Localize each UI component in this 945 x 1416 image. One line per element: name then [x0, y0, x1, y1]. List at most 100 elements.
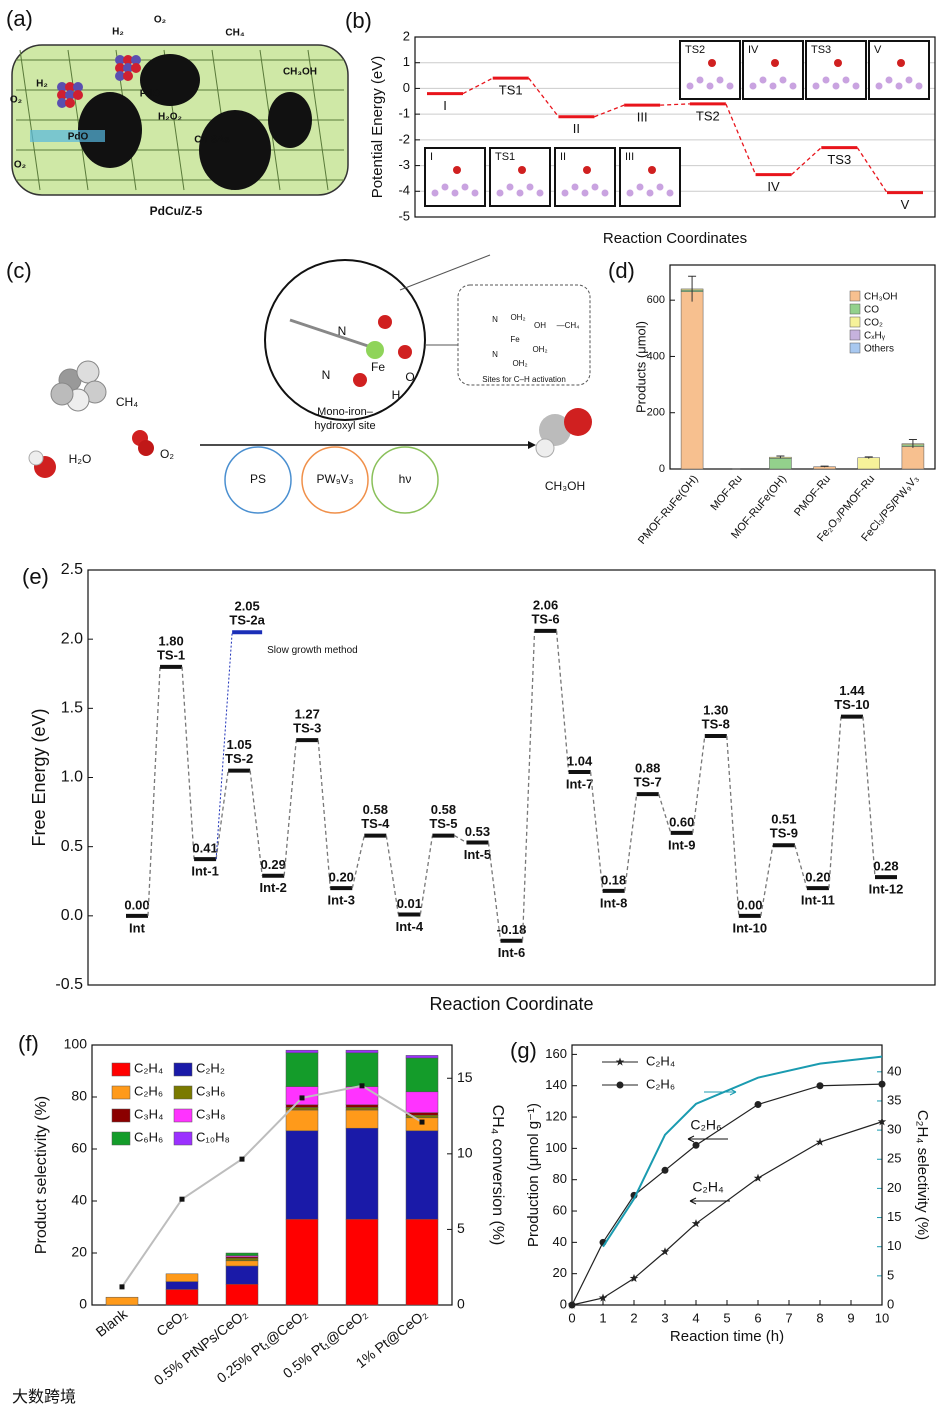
bar-segment — [901, 446, 925, 470]
inset-atom — [451, 189, 459, 197]
legend-label: CH₃OH — [864, 292, 898, 303]
legend-swatch — [173, 1085, 193, 1100]
inset-label: N — [492, 315, 498, 324]
inset-atom — [626, 189, 634, 197]
inset-box — [424, 147, 486, 207]
molecule-label: H₂O — [69, 452, 92, 466]
arrow-head — [528, 441, 536, 449]
value-label: 1.05 — [226, 737, 251, 752]
line-marker — [691, 1219, 701, 1228]
legend-swatch — [173, 1108, 193, 1123]
x-tick-label: Blank — [93, 1305, 131, 1340]
pdcu-cluster — [123, 63, 133, 73]
site-circle — [264, 259, 426, 421]
cycle-label: PW₉V₃ — [317, 472, 354, 486]
y-tick-label: 0 — [79, 1296, 87, 1312]
legend-swatch — [111, 1131, 131, 1146]
panel-label: (a) — [6, 6, 33, 31]
inset-atom — [895, 82, 903, 90]
y2-tick-label: 5 — [457, 1220, 465, 1236]
inset-label: OH₂ — [510, 313, 525, 322]
line-marker — [629, 1273, 639, 1282]
bar-segment — [285, 1130, 319, 1220]
line-marker — [615, 1057, 625, 1066]
bar-segment — [769, 458, 792, 470]
line-marker — [359, 1083, 365, 1089]
line-marker — [119, 1284, 125, 1290]
inset-label: V — [874, 44, 882, 56]
y-axis-label: Products (μmol) — [633, 321, 648, 413]
molecule-label: CH₃OH — [545, 479, 585, 493]
inset-atom — [636, 183, 644, 191]
x-axis-label: Reaction Coordinates — [603, 230, 747, 247]
illustration-label: CH₃OH — [283, 67, 317, 78]
inset-atom — [706, 82, 714, 90]
level-label: Int-10 — [732, 920, 767, 935]
inset-atom — [852, 82, 860, 90]
level-label: TS-3 — [293, 721, 321, 736]
x-axis-label: Reaction Coordinate — [429, 994, 593, 1014]
y-tick-label: -3 — [398, 157, 410, 172]
connector — [726, 735, 740, 916]
y-tick-label: 120 — [545, 1108, 567, 1123]
pdcu-cluster — [65, 98, 75, 108]
y-tick-label: 1.0 — [61, 769, 83, 786]
y2-tick-label: 30 — [887, 1122, 901, 1137]
inset-label: N — [492, 350, 498, 359]
o-atom — [378, 315, 392, 329]
x-tick-label: 5 — [723, 1310, 730, 1325]
inset-atom — [583, 166, 591, 174]
level-label: TS-6 — [531, 611, 559, 626]
connector — [760, 845, 774, 916]
value-label: 0.00 — [737, 897, 762, 912]
connector — [181, 666, 195, 860]
value-label: 0.01 — [397, 896, 422, 911]
pdcu-cluster — [115, 71, 125, 81]
bar-segment — [225, 1252, 259, 1256]
line-marker — [661, 1166, 669, 1174]
molecule-atom — [76, 360, 100, 384]
pdcu-cluster — [115, 63, 125, 73]
level-label: Int-11 — [801, 893, 835, 908]
error-bar — [820, 465, 829, 468]
line-marker — [616, 1081, 624, 1089]
pore — [199, 110, 271, 190]
molecule-label: CH₄ — [116, 395, 138, 409]
illustration-label: PdO — [140, 89, 161, 100]
y-tick-label: 0 — [659, 463, 665, 475]
value-label: 2.06 — [533, 597, 558, 612]
level-label: TS-1 — [157, 647, 185, 662]
inset-atom — [708, 59, 716, 67]
inset-atom — [771, 59, 779, 67]
plot-frame — [669, 264, 936, 470]
y-tick-label: 100 — [64, 1036, 88, 1052]
pdcu-cluster — [123, 55, 133, 65]
series-line — [602, 1055, 883, 1248]
legend-label: C₂H₄ — [134, 1060, 163, 1075]
line-marker — [598, 1293, 608, 1302]
inset-atom — [749, 82, 757, 90]
bar-segment — [285, 1049, 319, 1054]
pore — [78, 92, 142, 168]
inset-atom — [686, 82, 694, 90]
legend-swatch — [849, 342, 861, 354]
y2-tick-label: 5 — [887, 1267, 894, 1282]
y-tick-label: -0.5 — [55, 976, 83, 993]
y-tick-label: 200 — [647, 407, 665, 419]
y2-tick-label: 20 — [887, 1180, 901, 1195]
bar-segment — [405, 1130, 439, 1220]
y-tick-label: 0 — [403, 80, 410, 95]
inset-label: OH₂ — [512, 359, 527, 368]
level-label: TS-4 — [361, 816, 390, 831]
value-label: 0.88 — [635, 761, 660, 776]
connector — [623, 794, 638, 892]
inset-atom — [646, 189, 654, 197]
pdcu-cluster — [57, 90, 67, 100]
connector — [862, 716, 876, 878]
bar-segment — [105, 1296, 139, 1306]
y-tick-label: 80 — [71, 1088, 87, 1104]
inset-atom — [506, 183, 514, 191]
legend-swatch — [849, 303, 861, 315]
y-tick-label: 2.0 — [61, 630, 83, 647]
y-axis-label: Potential Energy (eV) — [369, 56, 386, 199]
